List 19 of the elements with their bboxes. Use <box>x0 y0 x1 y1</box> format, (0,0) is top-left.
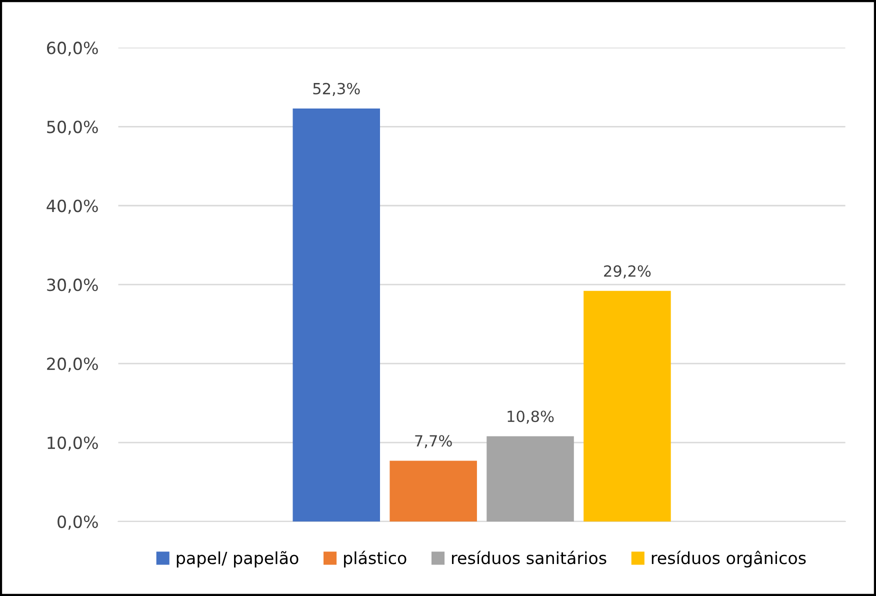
legend-label: plástico <box>344 550 406 568</box>
y-tick-label: 10,0% <box>48 436 98 451</box>
data-label: 29,2% <box>604 265 651 278</box>
data-label: 10,8% <box>508 410 554 424</box>
y-tick-label: 30,0% <box>47 278 98 293</box>
bar <box>292 108 380 522</box>
bar <box>486 436 574 522</box>
y-tick-label: 0,0% <box>58 515 98 530</box>
y-tick-label: 20,0% <box>47 358 98 372</box>
legend-label: resíduos orgânicos <box>652 550 806 568</box>
bar <box>584 290 671 522</box>
bar <box>390 460 477 522</box>
y-tick-label: 40,0% <box>46 200 98 214</box>
data-label: 7,7% <box>415 435 452 448</box>
y-tick-label: 60,0% <box>47 42 98 56</box>
y-tick-label: 50,0% <box>47 120 98 135</box>
legend-label: resíduos sanitários <box>452 550 606 564</box>
legend-label: papel/ papelão <box>176 551 298 568</box>
data-label: 52,3% <box>313 82 360 96</box>
